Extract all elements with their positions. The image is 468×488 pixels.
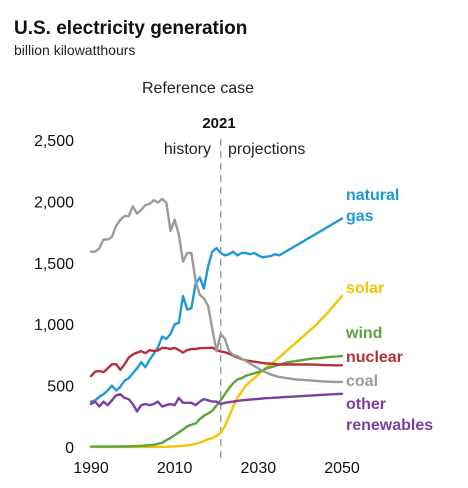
case-label: Reference case <box>142 80 254 97</box>
series-line-coal <box>89 197 344 384</box>
y-tick-label: 1,000 <box>34 317 74 334</box>
series-line-solar <box>89 294 344 449</box>
series-label-other-renewables: other <box>346 396 386 413</box>
history-label: history <box>164 141 211 158</box>
x-tick-label: 1990 <box>73 460 109 477</box>
series-lines <box>89 197 344 449</box>
x-axis-ticks: 1990 2010 2030 2050 <box>73 460 360 477</box>
y-tick-label: 1,500 <box>34 256 74 273</box>
chart-subtitle: billion kilowatthours <box>14 42 135 58</box>
chart-title: U.S. electricity generation <box>14 18 247 39</box>
y-axis-ticks: 0 500 1,000 1,500 2,000 2,500 <box>34 133 74 457</box>
x-tick-label: 2030 <box>241 460 277 477</box>
divider-year-label: 2021 <box>202 115 235 132</box>
series-label-other-renewables: renewables <box>346 417 433 434</box>
series-line-natural-gas <box>89 217 344 403</box>
series-label-coal: coal <box>346 373 378 390</box>
series-label-wind: wind <box>345 325 382 342</box>
series-label-nuclear: nuclear <box>346 349 403 366</box>
y-tick-label: 0 <box>65 440 74 457</box>
series-label-natural-gas: natural <box>346 187 399 204</box>
y-tick-label: 500 <box>47 379 74 396</box>
series-label-natural-gas: gas <box>346 208 374 225</box>
series-line-other-renewables <box>89 392 344 413</box>
series-line-wind <box>89 354 344 448</box>
projections-label: projections <box>228 141 305 158</box>
series-label-solar: solar <box>346 280 384 297</box>
series-labels: natural gas solar wind nuclear coal other renew… <box>345 187 433 434</box>
x-tick-label: 2010 <box>157 460 193 477</box>
y-tick-label: 2,000 <box>34 194 74 211</box>
y-tick-label: 2,500 <box>34 133 74 150</box>
x-tick-label: 2050 <box>324 460 360 477</box>
